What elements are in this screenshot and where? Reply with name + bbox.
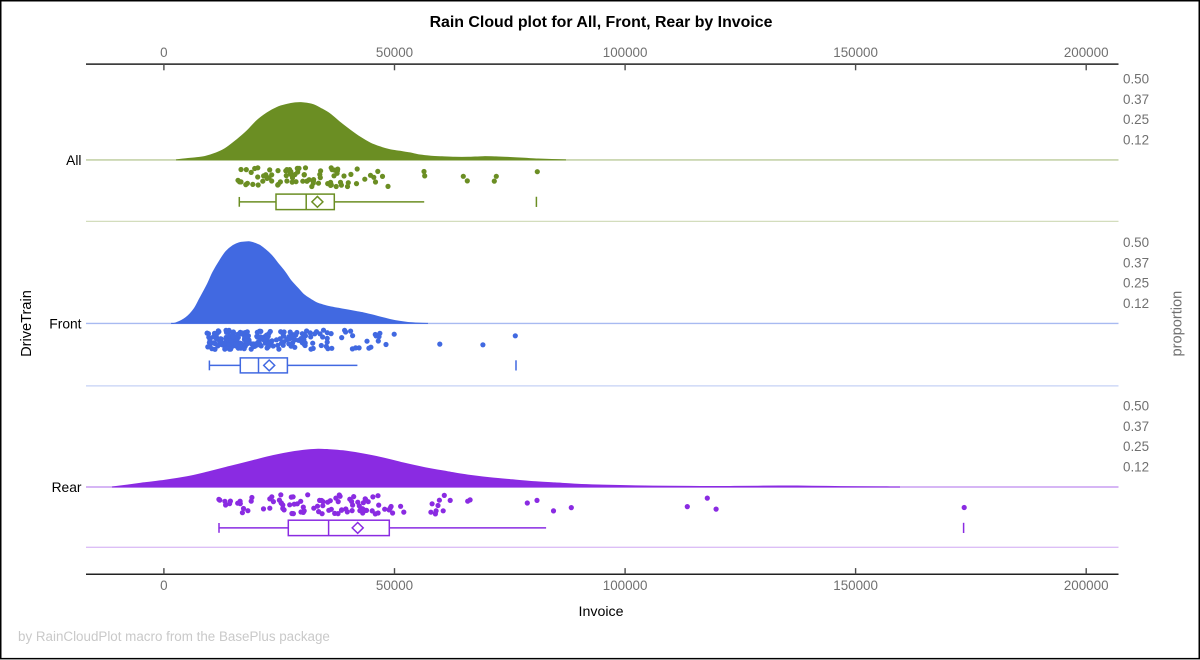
svg-text:proportion: proportion xyxy=(1170,291,1186,357)
svg-text:0.12: 0.12 xyxy=(1123,296,1149,311)
svg-text:0.25: 0.25 xyxy=(1123,112,1149,127)
svg-text:0.25: 0.25 xyxy=(1123,276,1149,291)
svg-text:Invoice: Invoice xyxy=(579,604,624,620)
svg-text:0.50: 0.50 xyxy=(1123,235,1149,250)
svg-text:Front: Front xyxy=(49,316,81,331)
svg-text:100000: 100000 xyxy=(603,578,648,593)
svg-text:0.12: 0.12 xyxy=(1123,132,1149,147)
svg-text:0.37: 0.37 xyxy=(1123,255,1149,270)
svg-text:DriveTrain: DriveTrain xyxy=(19,290,35,357)
svg-text:0.25: 0.25 xyxy=(1123,439,1149,454)
svg-text:200000: 200000 xyxy=(1064,578,1109,593)
svg-text:0.37: 0.37 xyxy=(1123,92,1149,107)
svg-text:Rain Cloud plot for All, Front: Rain Cloud plot for All, Front, Rear by … xyxy=(430,14,773,31)
svg-text:200000: 200000 xyxy=(1064,45,1109,60)
svg-text:0.50: 0.50 xyxy=(1123,72,1149,87)
svg-text:by RainCloudPlot macro from th: by RainCloudPlot macro from the BasePlus… xyxy=(18,629,330,644)
svg-text:All: All xyxy=(66,153,81,168)
svg-text:Rear: Rear xyxy=(52,480,82,495)
svg-text:0.50: 0.50 xyxy=(1123,399,1149,414)
svg-text:150000: 150000 xyxy=(833,45,878,60)
svg-text:0: 0 xyxy=(160,45,167,60)
svg-text:0: 0 xyxy=(160,578,167,593)
svg-text:0.37: 0.37 xyxy=(1123,419,1149,434)
svg-text:150000: 150000 xyxy=(833,578,878,593)
svg-text:50000: 50000 xyxy=(376,578,413,593)
svg-text:50000: 50000 xyxy=(376,45,413,60)
svg-text:0.12: 0.12 xyxy=(1123,460,1149,475)
svg-text:100000: 100000 xyxy=(603,45,648,60)
